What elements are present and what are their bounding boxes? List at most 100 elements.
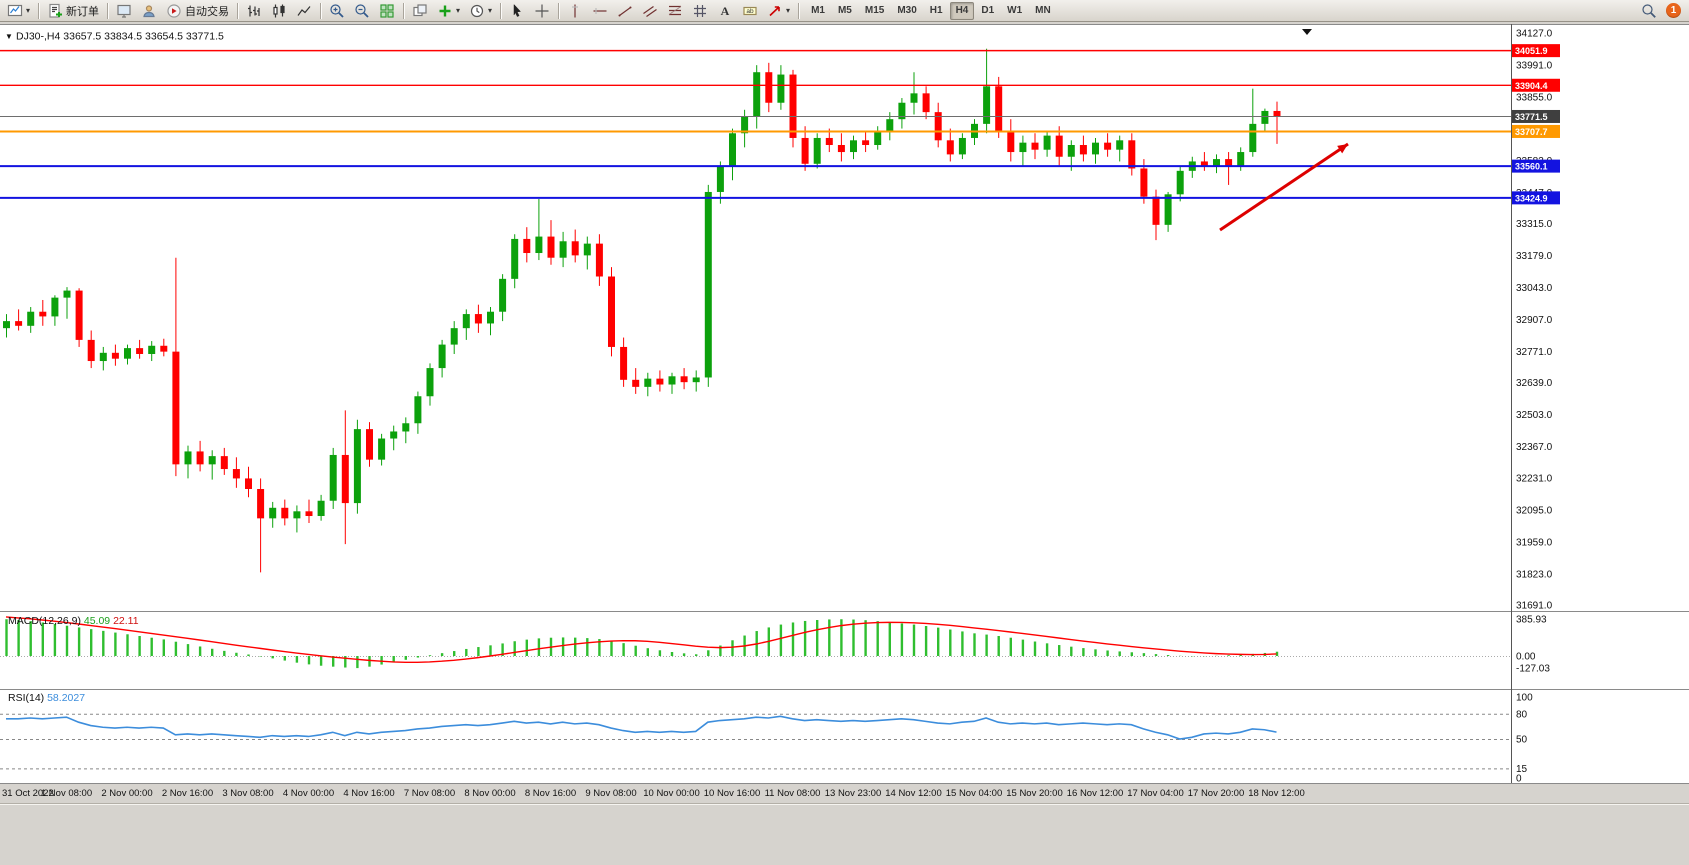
candle-body xyxy=(983,86,991,124)
candle-body xyxy=(257,489,265,519)
timeframe-h4-button[interactable]: H4 xyxy=(949,1,975,20)
autotrading-icon xyxy=(167,3,181,18)
price-axis-label: 31691.0 xyxy=(1516,601,1553,612)
macd-scale-label: -127.03 xyxy=(1516,664,1550,675)
fibonacci-icon xyxy=(668,5,682,15)
arrows-button[interactable]: ▾ xyxy=(763,1,794,21)
chart-area[interactable]: 34127.033991.033855.033719.033583.033447… xyxy=(0,22,1689,865)
fibonacci-button[interactable] xyxy=(663,1,687,21)
price-tag-label: 33424.9 xyxy=(1515,193,1548,203)
vertical-line-button[interactable] xyxy=(563,1,587,21)
price-tag-label: 33904.4 xyxy=(1515,81,1548,91)
candle-body xyxy=(1213,159,1220,167)
candle-body xyxy=(704,191,712,378)
candle-body xyxy=(1128,140,1136,169)
horizontal-line-icon xyxy=(593,7,607,14)
rsi-line xyxy=(6,715,1277,740)
timeframe-h1-button[interactable]: H1 xyxy=(929,5,943,16)
periods-button[interactable]: ▾ xyxy=(465,1,496,21)
price-axis-label: 33991.0 xyxy=(1516,60,1553,71)
macd-scale-label: 385.93 xyxy=(1516,615,1547,626)
toolbar-separator xyxy=(558,2,560,19)
candle-body xyxy=(1116,140,1124,150)
text-button[interactable]: A xyxy=(713,1,737,21)
indicators-button[interactable]: ▾ xyxy=(433,1,464,21)
candle-body xyxy=(753,72,761,117)
rsi-scale-label: 100 xyxy=(1516,693,1533,704)
candle-body xyxy=(765,72,773,103)
time-axis-label: 17 Nov 04:00 xyxy=(1127,788,1184,799)
toolbar-separator xyxy=(798,2,800,19)
notification-badge[interactable]: 1 xyxy=(1666,3,1681,18)
rsi-scale-label: 80 xyxy=(1516,709,1528,720)
time-axis-label: 10 Nov 16:00 xyxy=(704,788,761,799)
price-tag xyxy=(1512,78,1560,92)
arrange-button[interactable] xyxy=(408,1,432,21)
text-label-icon: ab xyxy=(743,6,757,15)
candle-body xyxy=(63,290,71,298)
candle-body xyxy=(1019,142,1027,153)
svg-text:A: A xyxy=(721,4,730,18)
candle-body xyxy=(293,511,301,519)
candle-body xyxy=(680,376,688,383)
timeframe-w1-button[interactable]: W1 xyxy=(1007,5,1023,16)
price-axis-label: 33043.0 xyxy=(1516,283,1553,294)
timeframe-m30-button[interactable]: M30 xyxy=(897,5,917,16)
new-order-icon xyxy=(49,3,63,18)
bar-chart-button[interactable] xyxy=(242,1,266,21)
label-button[interactable]: ab xyxy=(738,1,762,21)
trend-arrow-annotation[interactable] xyxy=(1219,142,1349,232)
time-axis-label: 9 Nov 08:00 xyxy=(585,788,636,799)
toolbar-separator xyxy=(500,2,502,19)
line-chart-button[interactable] xyxy=(292,1,316,21)
candle-body xyxy=(1237,152,1245,167)
cursor-button[interactable] xyxy=(505,1,529,21)
candle-body xyxy=(1079,145,1087,155)
new-chart-button[interactable]: ▾ xyxy=(3,1,34,21)
time-axis-label: 4 Nov 00:00 xyxy=(283,788,334,799)
timeframe-m15-button[interactable]: M15 xyxy=(864,5,885,16)
crosshair-button[interactable] xyxy=(530,1,554,21)
cursor-icon xyxy=(513,3,522,17)
candle-body xyxy=(232,469,240,479)
chart-expander-icon[interactable]: ▼ xyxy=(5,32,13,41)
rsi-scale-label: 0 xyxy=(1516,774,1522,785)
charts-button[interactable] xyxy=(112,1,136,21)
timeframe-d1-button[interactable]: D1 xyxy=(981,5,995,16)
tile-windows-button[interactable] xyxy=(375,1,399,21)
candle-body xyxy=(1067,145,1075,157)
candle-body xyxy=(136,348,144,354)
time-axis-label: 16 Nov 12:00 xyxy=(1067,788,1124,799)
candle-body xyxy=(910,93,918,103)
new-order-button[interactable]: 新订单 xyxy=(43,1,103,21)
search-button[interactable] xyxy=(1637,1,1661,21)
timeframe-m1-button[interactable]: M1 xyxy=(811,5,825,16)
autotrading-button[interactable]: 自动交易 xyxy=(162,1,233,21)
horizontal-line-button[interactable] xyxy=(588,1,612,21)
candle-body xyxy=(269,507,277,519)
zoom-in-button[interactable] xyxy=(325,1,349,21)
candle-body xyxy=(741,116,749,134)
timeframe-mn-button[interactable]: MN xyxy=(1035,5,1051,16)
dropdown-arrow-icon: ▾ xyxy=(488,5,493,15)
candle-body xyxy=(1164,194,1172,225)
profile-button[interactable] xyxy=(137,1,161,21)
grid-tool-button[interactable] xyxy=(688,1,712,21)
candle-body xyxy=(511,238,519,279)
candle-body xyxy=(426,368,434,397)
chart-shift-marker[interactable] xyxy=(1302,29,1312,35)
charts-icon xyxy=(117,4,131,18)
rsi-scale-label: 50 xyxy=(1516,735,1528,746)
zoom-out-button[interactable] xyxy=(350,1,374,21)
candlestick-button[interactable] xyxy=(267,1,291,21)
candle-body xyxy=(1140,168,1148,197)
timeframe-m5-button[interactable]: M5 xyxy=(837,5,852,16)
candle-body xyxy=(499,278,507,312)
candle-body xyxy=(15,321,23,326)
trendline-button[interactable] xyxy=(613,1,637,21)
trend-arrow-head xyxy=(1337,144,1348,154)
chart-background[interactable] xyxy=(0,24,1689,783)
channel-button[interactable] xyxy=(638,1,662,21)
time-axis-label: 8 Nov 16:00 xyxy=(525,788,576,799)
